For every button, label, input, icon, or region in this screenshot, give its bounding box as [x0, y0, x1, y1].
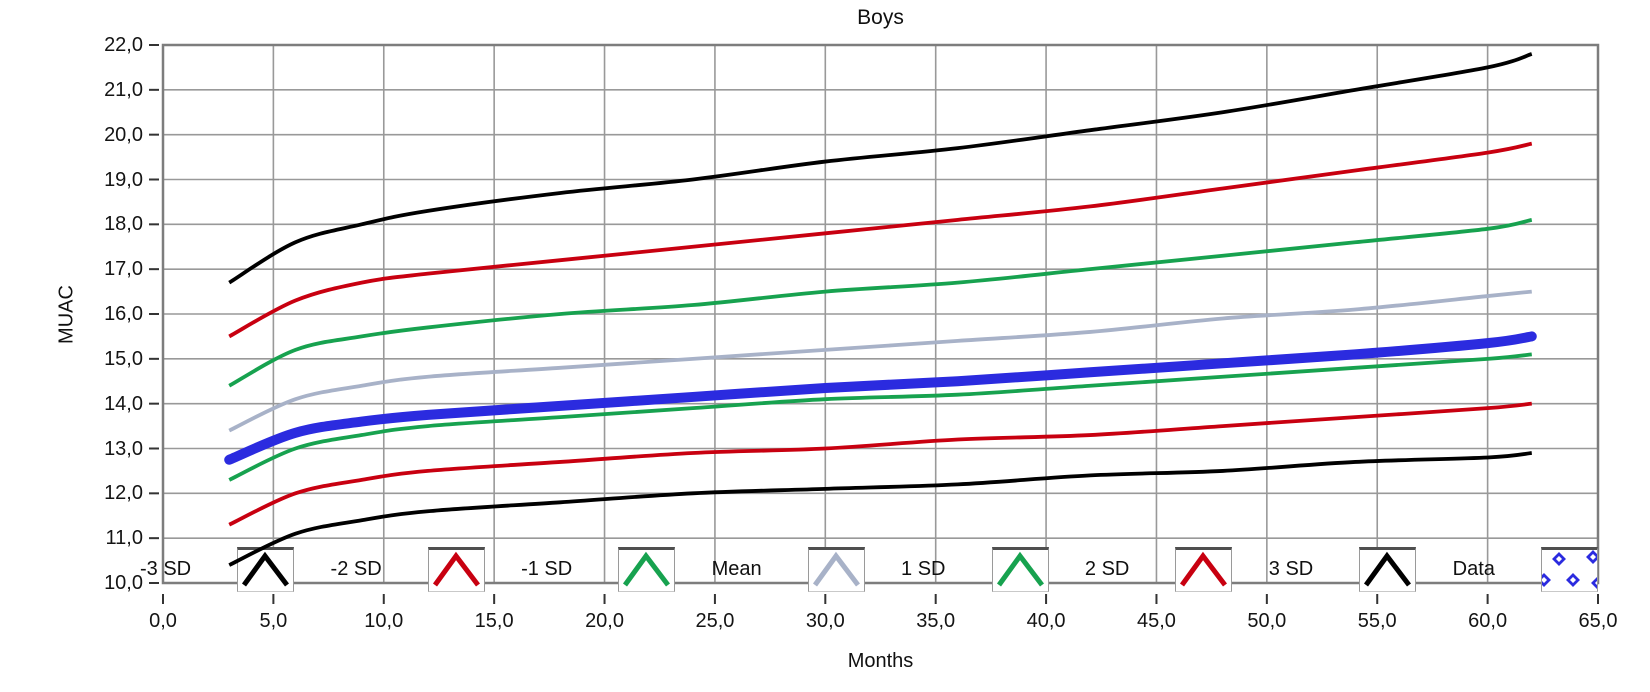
legend-entry-data[interactable]: Data: [1453, 547, 1598, 592]
legend-entry--3sd[interactable]: -3 SD: [140, 547, 295, 592]
curve--2sd: [228, 401, 1532, 527]
x-tick-label: 5,0: [259, 610, 288, 632]
y-tick-label: 12,0: [104, 482, 143, 505]
caret-icon[interactable]: [427, 547, 485, 592]
curve--1sd: [228, 352, 1532, 482]
x-tick-label: 45,0: [1136, 610, 1176, 632]
y-tick-label: 10,0: [104, 572, 143, 594]
x-tick-label: 10,0: [364, 610, 404, 632]
legend-label: 2 SD: [1084, 558, 1130, 580]
y-tick-label: 18,0: [104, 213, 143, 236]
legend-entry-1sd[interactable]: 1 SD: [901, 547, 1049, 592]
caret-icon[interactable]: [1359, 547, 1417, 592]
scatter-diamonds-icon[interactable]: [1540, 547, 1598, 592]
y-tick-label: 16,0: [104, 303, 143, 325]
legend-label: -2 SD: [330, 558, 382, 580]
curve-1sd: [228, 217, 1533, 388]
x-tick-label: 50,0: [1247, 610, 1287, 632]
y-tick-label: 21,0: [104, 78, 143, 101]
legend-label: Mean: [711, 558, 762, 580]
x-tick-label: 60,0: [1468, 610, 1508, 632]
curve-2sd: [228, 141, 1533, 339]
chart-title: Boys: [857, 6, 904, 29]
legend-entry--1sd[interactable]: -1 SD: [521, 547, 676, 592]
caret-icon[interactable]: [807, 547, 865, 592]
caret-icon[interactable]: [1175, 547, 1233, 592]
legend-entry-2sd[interactable]: 2 SD: [1084, 547, 1233, 592]
y-tick-label: 11,0: [105, 527, 143, 550]
curve-mean: [228, 289, 1532, 433]
plot-legend[interactable]: -3 SD -2 SD -1 SD Mean 1 SD 2 SD 3 SD Data: [140, 547, 1598, 592]
y-tick-label: 22,0: [104, 34, 143, 56]
x-tick-label: 35,0: [916, 610, 956, 632]
legend-label: -1 SD: [521, 558, 573, 580]
y-tick-label: 15,0: [104, 347, 143, 370]
x-axis-title: Months: [847, 650, 914, 672]
x-tick-label: 55,0: [1357, 610, 1397, 632]
caret-icon[interactable]: [237, 547, 295, 592]
legend-label: 3 SD: [1268, 558, 1314, 580]
x-tick-label: 25,0: [695, 610, 735, 632]
caret-icon[interactable]: [991, 547, 1049, 592]
y-tick-label: 20,0: [104, 123, 143, 146]
curve-3sd: [228, 52, 1533, 285]
legend-entry-mean[interactable]: Mean: [712, 547, 865, 592]
curve-data: [224, 331, 1537, 465]
legend-label: -3 SD: [140, 558, 192, 580]
x-tick-label: 30,0: [805, 610, 845, 632]
caret-icon[interactable]: [618, 547, 676, 592]
legend-entry--2sd[interactable]: -2 SD: [331, 547, 485, 592]
y-tick-label: 17,0: [104, 258, 143, 281]
x-tick-label: 0,0: [149, 610, 177, 632]
legend-label: 1 SD: [901, 558, 946, 580]
x-tick-label: 40,0: [1026, 610, 1066, 632]
y-tick-label: 13,0: [104, 437, 143, 460]
y-tick-label: 14,0: [104, 392, 143, 415]
x-tick-label: 20,0: [585, 610, 624, 632]
x-tick-label: 15,0: [474, 610, 514, 632]
legend-entry-3sd[interactable]: 3 SD: [1268, 547, 1417, 592]
x-tick-label: 65,0: [1578, 610, 1618, 632]
legend-label: Data: [1452, 558, 1495, 580]
y-tick-label: 19,0: [104, 168, 143, 191]
y-axis-title: MUAC: [55, 285, 78, 344]
